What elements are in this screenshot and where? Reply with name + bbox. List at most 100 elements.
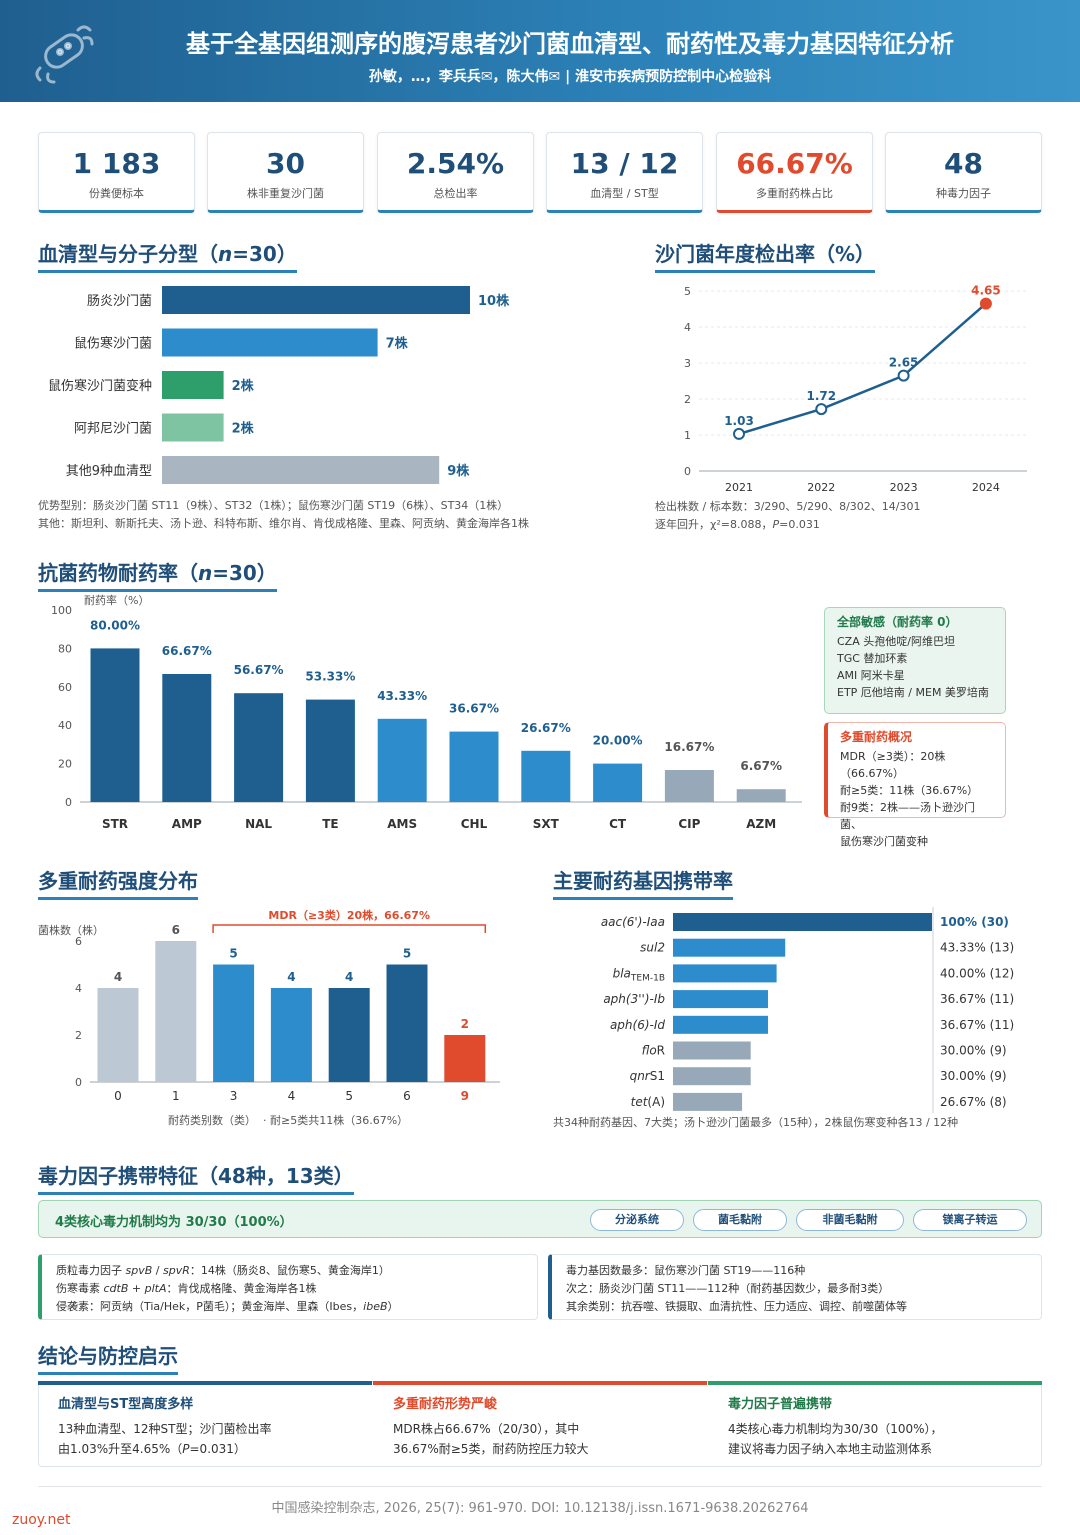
gene-bar [673, 913, 932, 931]
y-tick-label: 80 [58, 642, 72, 655]
x-tick-label: 6 [403, 1089, 411, 1103]
citation-footer: 中国感染控制杂志, 2026, 25(7): 961-970. DOI: 10.… [271, 1501, 809, 1516]
resistance-bar [736, 789, 786, 802]
mdr-bar [270, 988, 312, 1082]
data-point [897, 369, 910, 382]
resistance-value-label: 53.33% [305, 670, 355, 684]
serotype-section-title: 血清型与分子分型（n=30） [38, 238, 297, 273]
x-tick-label: 0 [114, 1089, 122, 1103]
conclusion-card-text: 13种血清型、12种ST型；沙门菌检出率 [58, 1422, 272, 1436]
resistance-value-label: 80.00% [90, 618, 140, 632]
resistance-bar [234, 693, 284, 802]
serotype-value-label: 9株 [447, 463, 470, 479]
x-tick-label: 3 [230, 1089, 238, 1103]
drug-label: CHL [461, 817, 488, 831]
mdr-line: MDR（≥3类）：20株（66.67%） [840, 750, 946, 780]
x-axis-title: 耐药类别数（类） [168, 1113, 256, 1127]
serotype-value-label: 2株 [232, 378, 255, 394]
y-tick-label: 100 [51, 604, 72, 617]
gene-label: aac(6')-Iaa [601, 915, 665, 929]
gene-value-label: 40.00% (12) [940, 966, 1014, 980]
mdr-value-label: 6 [172, 923, 180, 937]
mdr-bar [386, 964, 428, 1082]
resistance-value-label: 56.67% [234, 663, 284, 677]
conclusion-card-title: 血清型与ST型高度多样 [58, 1397, 194, 1412]
mdr-box: 多重耐药概况 MDR（≥3类）：20株（66.67%） 耐≥5类：11株（36.… [824, 722, 1006, 848]
stat-label: 血清型 / ST型 [590, 187, 659, 200]
stat-label: 份粪便标本 [89, 187, 144, 200]
virulence-banner: 4类核心毒力机制均为 30/30（100%） 分泌系统 菌毛黏附 非菌毛黏附 镁… [38, 1200, 1042, 1238]
serotype-note-1: 优势型别：肠炎沙门菌 ST11（9株）、ST32（1株）；鼠伤寒沙门菌 ST19… [38, 499, 509, 512]
mdr-bar [155, 941, 197, 1082]
drug-label: CT [609, 817, 627, 831]
mdr-box-title: 多重耐药概况 [840, 730, 913, 744]
drug-label: AMP [172, 817, 202, 831]
mdr-dist-section-title: 多重耐药强度分布 [38, 865, 198, 900]
drug-label: AZM [746, 817, 776, 831]
gene-label: blaTEM-1B [613, 966, 665, 983]
x-tick-label: 2024 [972, 481, 1000, 494]
gene-value-label: 30.00% (9) [940, 1044, 1007, 1058]
gene-bar [673, 938, 786, 957]
resistance-value-label: 66.67% [162, 644, 212, 658]
header-banner: 基于全基因组测序的腹泻患者沙门菌血清型、耐药性及毒力基因特征分析 孙敏，…，李兵… [0, 0, 1080, 102]
y-tick-label: 0 [75, 1076, 82, 1089]
serotype-bar [162, 286, 470, 314]
stat-card: 66.67% 多重耐药株占比 [716, 132, 873, 213]
data-label: 1.72 [806, 389, 836, 403]
genes-section-title: 主要耐药基因携带率 [553, 865, 733, 900]
y-axis-title: 菌株数（株） [38, 923, 104, 937]
resistance-bar [162, 673, 212, 802]
gene-label: aph(6)-Id [610, 1018, 665, 1032]
stat-label: 总检出率 [433, 187, 478, 200]
serotype-bar [162, 328, 378, 357]
bacterium-icon [35, 25, 94, 84]
gene-label: tet(A) [631, 1095, 665, 1109]
virulence-left-line: 伤寒毒素 cdtB + pltA：肯伐成格隆、黄金海岸各1株 [56, 1282, 317, 1295]
authors-line: 孙敏，…，李兵兵✉，陈大伟✉ | 淮安市疾病预防控制中心检验科 [368, 69, 772, 85]
gene-bar [673, 964, 777, 983]
stat-label: 多重耐药株占比 [756, 187, 833, 200]
conclusion-card-text: 4类核心毒力机制均为30/30（100%）， [728, 1422, 943, 1436]
serotype-label: 肠炎沙门菌 [87, 294, 152, 309]
footer-divider [38, 1486, 1042, 1487]
data-point [815, 403, 828, 416]
resistance-bar [521, 750, 571, 802]
x-tick-label: 1 [172, 1089, 180, 1103]
mdr-value-label: 5 [229, 947, 237, 961]
gene-value-label: 30.00% (9) [940, 1069, 1007, 1083]
conclusion-card-1: 血清型与ST型高度多样 13种血清型、12种ST型；沙门菌检出率 由1.03%升… [38, 1381, 372, 1467]
yearly-section-title: 沙门菌年度检出率（%） [655, 238, 876, 273]
stat-label: 株非重复沙门菌 [247, 187, 324, 200]
mdr-value-label: 2 [461, 1017, 469, 1031]
x-tick-label: 9 [461, 1089, 469, 1103]
sensitive-box: 全部敏感（耐药率 0） CZA 头孢他啶/阿维巴坦 TGC 替加环素 AMI 阿… [824, 607, 1006, 714]
x-tick-label: 2023 [890, 481, 918, 494]
y-tick-label: 0 [684, 465, 691, 478]
gene-label: qnrS1 [630, 1069, 665, 1083]
mdr-bar [444, 1035, 486, 1082]
sensitive-box-title: 全部敏感（耐药率 0） [837, 615, 958, 629]
drug-label: STR [102, 817, 128, 831]
serotype-label: 其他9种血清型 [66, 464, 152, 479]
y-tick-label: 20 [58, 758, 72, 771]
resistance-bar [90, 648, 140, 802]
virulence-left-box: 质粒毒力因子 spvB / spvR：14株（肠炎8、鼠伤寒5、黄金海岸1） 伤… [38, 1254, 538, 1320]
virulence-left-line: 质粒毒力因子 spvB / spvR：14株（肠炎8、鼠伤寒5、黄金海岸1） [56, 1264, 390, 1277]
serotype-bar [162, 456, 440, 484]
gene-value-label: 100% (30) [940, 915, 1009, 929]
serotype-value-label: 10株 [478, 293, 510, 309]
serotype-bar [162, 371, 224, 399]
stat-value: 13 / 12 [570, 147, 679, 180]
gene-bar [673, 1015, 768, 1034]
drug-label: SXT [533, 817, 560, 831]
gene-label: sul2 [640, 941, 665, 955]
stat-card: 30 株非重复沙门菌 [207, 132, 364, 213]
resistance-value-label: 43.33% [377, 689, 427, 703]
y-tick-label: 40 [58, 719, 72, 732]
virulence-right-line: 毒力基因数最多：鼠伤寒沙门菌 ST19——116种 [566, 1264, 806, 1277]
sensitive-line: CZA 头孢他啶/阿维巴坦 [837, 635, 955, 648]
stat-value: 1 183 [72, 147, 161, 180]
yearly-line-chart: 0 1 2 3 4 5 1.03 2021 1.72 2022 2.65 2023 4.65 2024 [684, 284, 1027, 494]
resistance-bar [449, 731, 499, 802]
